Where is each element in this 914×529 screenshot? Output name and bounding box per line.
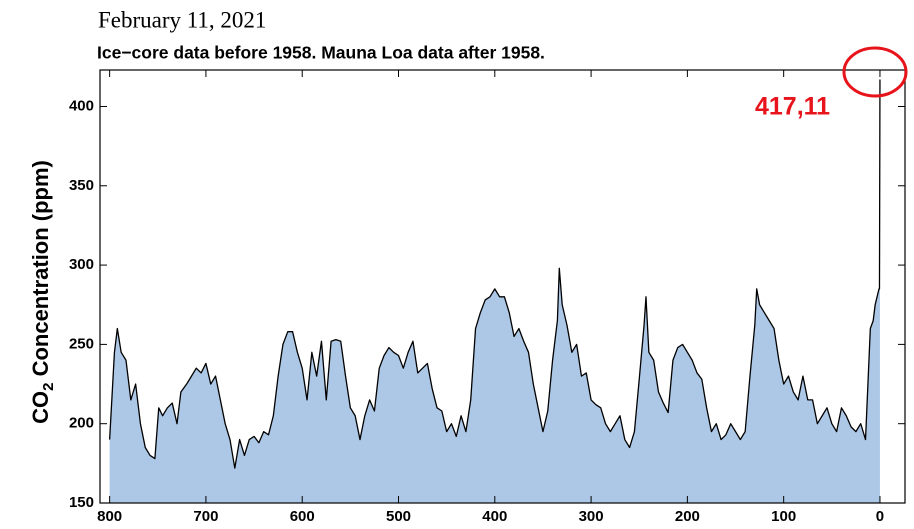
plot-frame (99, 69, 906, 504)
y-tick-label: 350 (69, 177, 94, 194)
chart-subtitle: Ice−core data before 1958. Mauna Loa dat… (97, 43, 545, 63)
plot-area (108, 79, 881, 504)
x-tick-label: 100 (771, 508, 796, 525)
y-axis-label: CO2 Concentration (ppm) (28, 160, 57, 424)
chart-title: February 11, 2021 (98, 7, 266, 32)
annotation: 417,11 (755, 93, 830, 121)
y-label-subscript: 2 (40, 383, 57, 391)
y-tick-label: 400 (69, 97, 94, 114)
x-tick-label: 700 (193, 508, 218, 525)
y-label-part: CO (28, 391, 53, 424)
x-tick-label: 400 (482, 508, 507, 525)
y-label-part: Concentration (ppm) (28, 160, 53, 382)
x-tick-label: 0 (876, 508, 884, 525)
x-tick-label: 600 (290, 508, 315, 525)
data-line (108, 79, 881, 469)
area-fill (109, 79, 880, 504)
y-tick-label: 150 (69, 494, 94, 511)
highlight-circle (842, 46, 908, 98)
x-tick-label: 500 (386, 508, 411, 525)
y-tick-label: 200 (69, 415, 94, 432)
x-tick-label: 300 (579, 508, 604, 525)
x-tick-label: 800 (97, 508, 122, 525)
y-tick-label: 250 (69, 335, 94, 352)
x-tick-label: 200 (675, 508, 700, 525)
y-tick-label: 300 (69, 256, 94, 273)
